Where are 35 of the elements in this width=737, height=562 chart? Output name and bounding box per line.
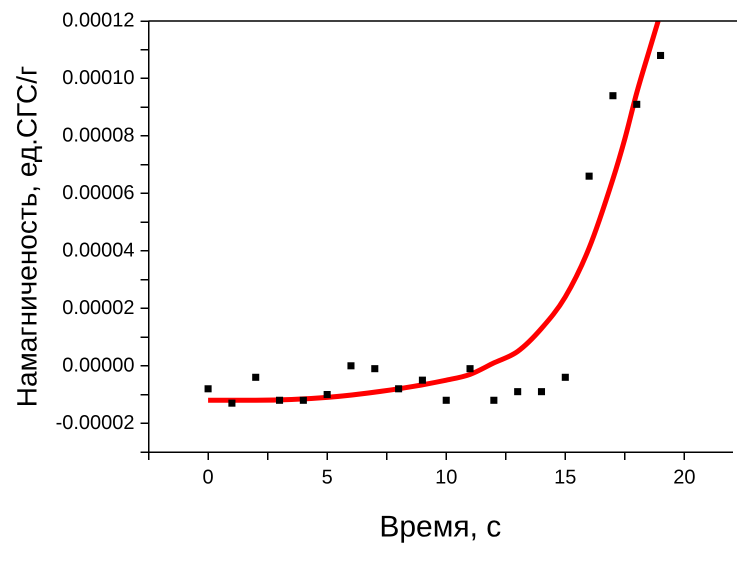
y-tick-label: 0.00010: [62, 66, 135, 89]
point: [514, 388, 522, 396]
point: [609, 92, 616, 100]
point: [395, 385, 402, 392]
point: [490, 396, 498, 404]
x-tick-label: 15: [554, 466, 576, 489]
y-tick-label: -0.00002: [56, 412, 135, 434]
point: [562, 374, 569, 381]
point: [586, 172, 593, 180]
point: [633, 100, 640, 108]
point: [276, 396, 284, 404]
y-tick-label: 0.00002: [62, 296, 135, 319]
x-axis-title: Время, с: [379, 510, 502, 544]
point: [228, 400, 236, 407]
point: [442, 396, 450, 404]
point: [418, 376, 426, 384]
point: [657, 52, 664, 60]
x-tick-label: 20: [673, 466, 696, 489]
point: [347, 362, 355, 370]
x-tick-label: 5: [322, 466, 333, 489]
point: [324, 391, 331, 398]
point: [300, 396, 307, 404]
point: [538, 388, 546, 396]
point: [466, 365, 474, 372]
point: [371, 365, 378, 372]
y-tick-label: 0.00012: [62, 10, 135, 32]
y-tick-label: 0.00008: [62, 124, 135, 146]
point: [252, 374, 260, 381]
y-tick-label: 0.00006: [62, 182, 135, 204]
y-tick-label: 0.00004: [62, 239, 135, 262]
y-tick-label: 0.00000: [62, 354, 135, 376]
x-tick-label: 10: [435, 466, 458, 489]
point: [204, 385, 212, 392]
y-axis-title: Намагниченость, ед.СГС/г: [12, 66, 43, 408]
x-tick-label: 0: [202, 466, 214, 489]
